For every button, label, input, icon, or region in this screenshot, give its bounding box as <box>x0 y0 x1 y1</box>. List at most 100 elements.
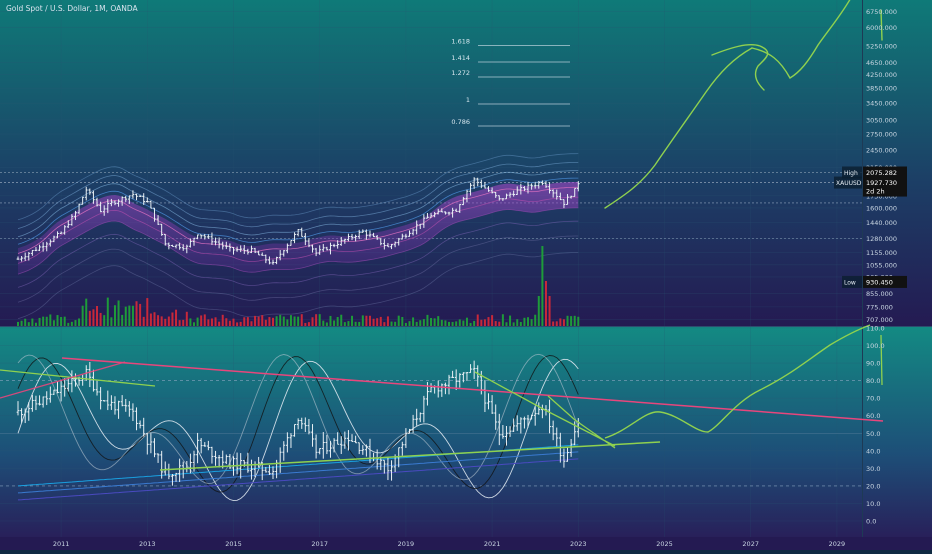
oscillator-bar <box>357 442 361 455</box>
price-axis[interactable]: 6750.000 6000.000 5250.000 4650.000 4250.000… <box>834 8 907 324</box>
price-bar <box>153 207 156 222</box>
projection-curve[interactable] <box>751 0 852 79</box>
volume-bar <box>555 321 558 326</box>
projection-tick[interactable] <box>880 334 883 386</box>
green-convergence-lines[interactable] <box>474 371 616 449</box>
price-tick-label: 855.000 <box>866 290 893 298</box>
oscillator-bar <box>451 370 454 378</box>
volume-bar <box>494 321 497 326</box>
price-bar <box>422 214 426 228</box>
price-bar <box>444 211 447 215</box>
price-bar <box>490 187 494 194</box>
symbol-title[interactable]: Gold Spot / U.S. Dollar, 1M, OANDA <box>6 4 139 13</box>
price-bar <box>63 225 67 235</box>
volume-bar <box>368 315 371 326</box>
projection-curve[interactable] <box>880 9 883 41</box>
price-bar <box>246 248 250 255</box>
volume-bar <box>318 314 321 326</box>
oscillator-bar <box>526 414 530 428</box>
price-bar <box>404 233 408 239</box>
price-tick-label: 707.000 <box>866 316 893 324</box>
oscillator-bar <box>246 452 250 473</box>
green-trendline[interactable] <box>0 369 156 387</box>
oscillator-bar <box>131 403 135 422</box>
pink-short-line[interactable] <box>0 361 126 399</box>
oscillator-bar <box>329 441 332 458</box>
price-tick-label: 6750.000 <box>866 8 897 16</box>
volume-bar <box>113 305 116 326</box>
volume-bar <box>279 314 282 326</box>
fibonacci-extension[interactable]: 1.618 1.414 1.272 1 0.786 <box>451 38 570 127</box>
price-bar <box>260 252 264 256</box>
volume-bar <box>562 319 565 326</box>
oscillator-bar <box>321 432 325 459</box>
volume-bar <box>311 317 314 326</box>
price-bar <box>318 245 322 255</box>
oscillator-bar <box>250 459 253 480</box>
oscillator-bar <box>490 395 494 414</box>
price-bar <box>214 237 217 246</box>
oscillator-bar <box>501 425 505 439</box>
time-axis[interactable]: 2011 2013 2015 2017 2019 2021 2023 2025 2027 2029 <box>53 540 845 548</box>
oscillator-bar <box>497 413 501 446</box>
price-bar <box>206 234 210 239</box>
projection-curve[interactable] <box>711 44 769 91</box>
volume-bar <box>304 322 307 326</box>
volume-bar <box>103 315 106 326</box>
volume-bar <box>254 315 257 326</box>
oscillator-bar <box>336 432 340 445</box>
volume-bar <box>527 317 530 326</box>
time-tick-label: 2015 <box>225 540 242 548</box>
oscillator-bar <box>422 395 426 423</box>
volume-bar <box>347 321 350 326</box>
price-bar <box>120 196 124 206</box>
projection-drawing-bottom[interactable] <box>0 324 884 471</box>
volume-bar <box>225 318 228 326</box>
price-bar <box>217 237 221 249</box>
price-pane-background <box>0 0 932 327</box>
price-bar <box>400 233 404 240</box>
high-tag-label-bg <box>842 166 862 179</box>
volume-bar <box>286 319 289 326</box>
price-bar <box>88 188 92 195</box>
oscillator-bar <box>145 432 149 455</box>
oscillator-axis[interactable]: 110.0 100.0 90.0 80.0 70.0 60.0 50.0 40.0 30.0 20… <box>866 324 885 525</box>
volume-bar <box>315 314 318 326</box>
oscillator-bar <box>109 395 113 410</box>
price-bar <box>408 230 411 237</box>
volume-bar <box>149 313 152 326</box>
volume-bar <box>509 315 512 326</box>
volume-bar <box>210 318 213 326</box>
pink-trendline[interactable] <box>61 357 884 422</box>
time-tick-label: 2025 <box>656 540 673 548</box>
price-bar <box>551 189 555 198</box>
low-tag-label-bg <box>842 275 862 288</box>
volume-bar <box>175 309 178 326</box>
volume-bar <box>218 321 221 326</box>
oscillator-bar <box>461 372 465 383</box>
time-tick-label: 2013 <box>139 540 156 548</box>
volume-bar <box>415 321 418 326</box>
projection-drawing-top[interactable] <box>604 0 883 209</box>
volume-bar <box>573 315 576 326</box>
price-bar <box>526 181 530 194</box>
oscillator-bar <box>318 448 322 455</box>
oscillator-bar <box>519 417 523 434</box>
price-bar <box>23 252 27 261</box>
volume-bar <box>354 321 357 326</box>
low-tag[interactable]: 930.450 Low <box>842 275 907 288</box>
price-bar <box>199 234 203 239</box>
osc-ma-line <box>17 451 579 494</box>
high-tag[interactable]: 2075.282 High <box>842 166 907 179</box>
price-bar <box>555 189 559 200</box>
green-support-line[interactable] <box>159 441 661 471</box>
osc-tick-label: 80.0 <box>866 377 880 385</box>
volume-bar <box>372 318 375 326</box>
volume-bar <box>534 314 537 326</box>
volume-bar <box>404 322 407 326</box>
projection-curve[interactable] <box>604 47 753 209</box>
oscillator-projection-curve[interactable] <box>604 324 871 439</box>
price-bar <box>325 246 329 251</box>
